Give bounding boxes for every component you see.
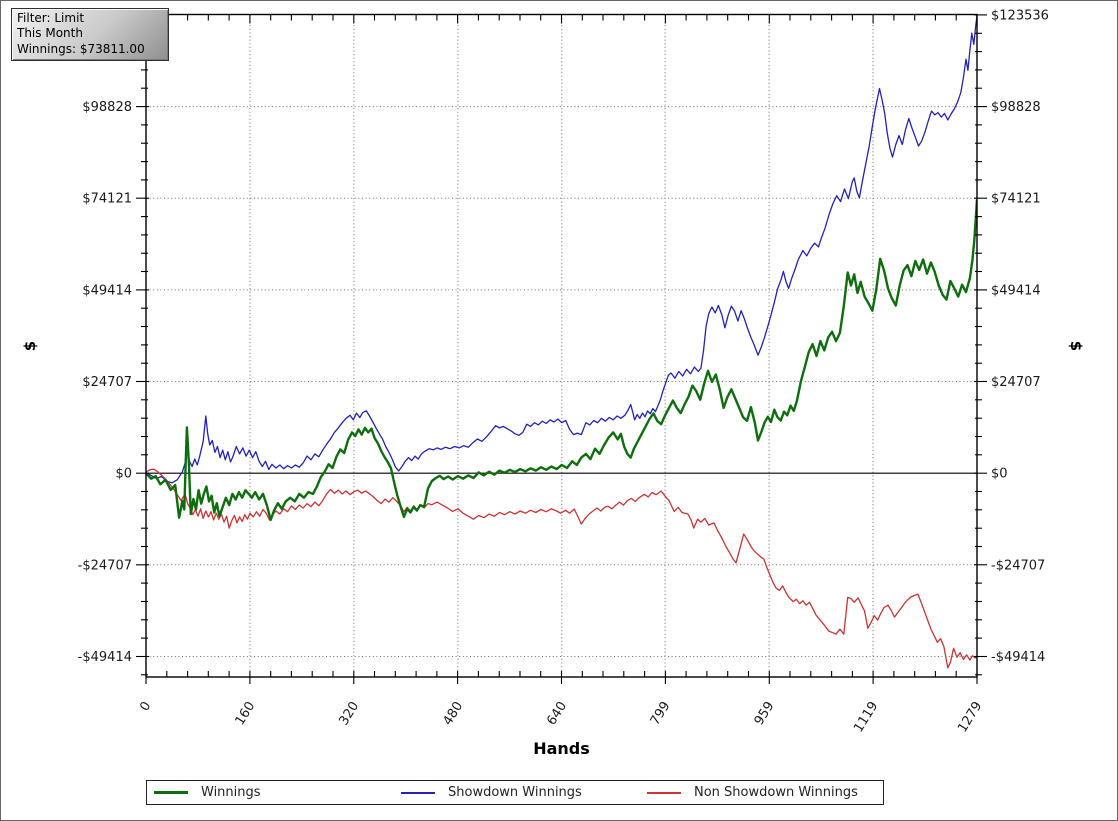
legend-item-winnings: Winnings: [154, 781, 261, 804]
legend-label-showdown: Showdown Winnings: [448, 785, 582, 800]
svg-text:$0: $0: [115, 467, 132, 482]
series-non-showdown-winnings: [146, 468, 977, 669]
svg-text:1279: 1279: [955, 699, 985, 735]
svg-text:$74121: $74121: [991, 192, 1041, 207]
non-showdown-line-sample: [647, 791, 681, 794]
legend-item-non-showdown: Non Showdown Winnings: [647, 781, 858, 804]
y-axis-title-right: $: [1067, 340, 1085, 352]
legend: Winnings Showdown Winnings Non Showdown …: [146, 780, 884, 805]
svg-text:$98828: $98828: [991, 100, 1041, 115]
svg-text:$74121: $74121: [82, 192, 132, 207]
legend-label-winnings: Winnings: [201, 785, 261, 800]
svg-text:799: 799: [648, 699, 674, 728]
svg-text:0: 0: [137, 699, 154, 714]
series-winnings: [146, 199, 977, 522]
svg-text:-$49414: -$49414: [78, 650, 132, 665]
svg-text:1119: 1119: [851, 699, 881, 735]
winnings-line-sample: [154, 791, 188, 794]
svg-text:-$49414: -$49414: [991, 650, 1045, 665]
gridlines: [146, 14, 977, 677]
svg-text:$0: $0: [991, 467, 1008, 482]
tooltip-winnings-line: Winnings: $73811.00: [17, 41, 145, 56]
svg-text:959: 959: [752, 699, 778, 728]
legend-item-showdown: Showdown Winnings: [401, 781, 582, 804]
series-lines: [146, 15, 977, 669]
legend-label-non-showdown: Non Showdown Winnings: [694, 785, 858, 800]
plot-border: [145, 13, 978, 678]
svg-text:-$24707: -$24707: [991, 558, 1045, 573]
svg-text:160: 160: [233, 699, 259, 728]
series-showdown-winnings: [146, 15, 977, 484]
svg-text:$123536: $123536: [991, 8, 1049, 23]
svg-text:$24707: $24707: [82, 375, 132, 390]
filter-tooltip: Filter: Limit This Month Winnings: $7381…: [11, 8, 169, 61]
svg-text:-$24707: -$24707: [78, 558, 132, 573]
svg-text:$49414: $49414: [991, 283, 1041, 298]
x-axis-title: Hands: [533, 739, 590, 758]
svg-text:480: 480: [440, 699, 466, 728]
svg-text:$49414: $49414: [82, 283, 132, 298]
tooltip-period-line: This Month: [17, 26, 83, 41]
svg-text:640: 640: [544, 699, 570, 728]
y-axis-title-left: $: [21, 340, 39, 352]
svg-text:$98828: $98828: [82, 100, 132, 115]
showdown-line-sample: [401, 791, 435, 794]
svg-text:320: 320: [336, 699, 362, 728]
tooltip-filter-line: Filter: Limit: [17, 11, 85, 25]
svg-text:$24707: $24707: [991, 375, 1041, 390]
x-tick-labels: 0 160 320 480 640 799 959 1119 1279: [137, 699, 985, 735]
y-tick-labels: $123536 $98828 $98828 $74121 $74121 $49414 $49…: [78, 8, 1049, 665]
